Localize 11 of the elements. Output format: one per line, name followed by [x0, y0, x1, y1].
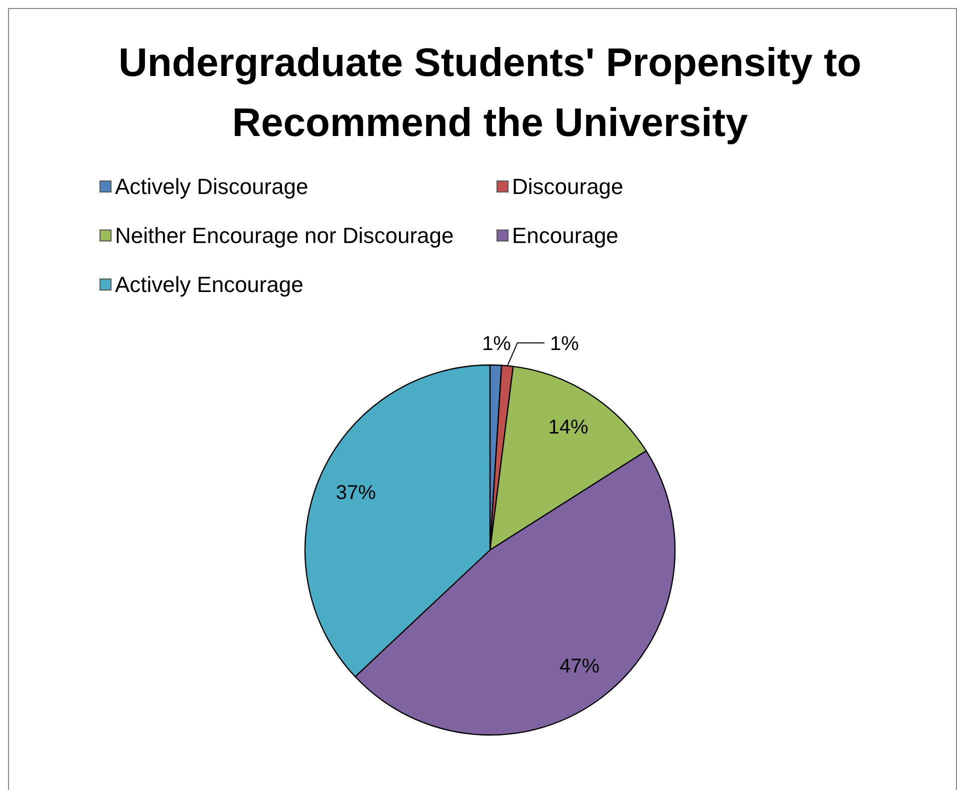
chart-title: Undergraduate Students' Propensity to Recommend the University — [118, 41, 862, 145]
data-label: 37% — [336, 482, 376, 504]
legend-label: Actively Discourage — [115, 174, 308, 199]
legend-label: Neither Encourage nor Discourage — [115, 223, 454, 248]
data-label: 1% — [550, 332, 580, 355]
data-label: 1% — [482, 332, 512, 355]
legend-label: Discourage — [512, 174, 624, 199]
legend-label: Encourage — [512, 223, 618, 248]
legend-label: Actively Encourage — [115, 272, 304, 297]
data-label: 47% — [560, 655, 600, 678]
data-label: 14% — [548, 416, 589, 439]
